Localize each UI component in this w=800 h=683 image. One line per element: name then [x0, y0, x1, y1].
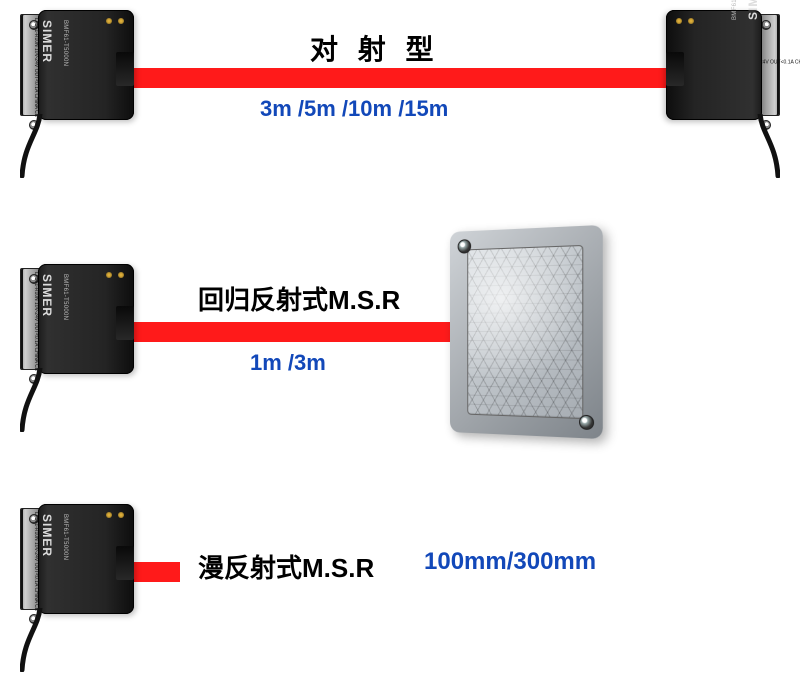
sensor-cable — [20, 114, 64, 178]
sensor-cable — [20, 608, 64, 672]
reflector-screw — [579, 415, 594, 430]
sensor-cable — [20, 368, 64, 432]
sensor-brand: SIMER — [746, 0, 760, 20]
sensor-lens — [116, 306, 134, 340]
title-diffuse: 漫反射式M.S.R — [198, 548, 374, 585]
sensor-lens — [116, 52, 134, 86]
title-retro-reflective: 回归反射式M.S.R — [198, 280, 400, 317]
beam-through — [120, 68, 680, 88]
values-retro-reflective: 1m /3m — [250, 350, 326, 376]
diagram-stage: 对 射 型 3m /5m /10m /15m LF961-R10N 10V-24… — [0, 0, 800, 683]
sensor-through-right: LF961-R10N 10V-24V OUT<0.1A CHINA CE SIM… — [666, 10, 780, 140]
sensor-diffuse-left: LF961-R10N 10V-24V OUT<0.1A CHINA CE SIM… — [20, 504, 134, 634]
sensor-lens — [666, 52, 684, 86]
sensor-model: BMF61-T5000N — [62, 274, 68, 320]
sensor-brand: SIMER — [40, 514, 54, 557]
sensor-model: BMF61-T5000N — [732, 0, 738, 20]
reflector-panel — [450, 225, 603, 439]
values-through-beam: 3m /5m /10m /15m — [260, 96, 448, 122]
sensor-brand: SIMER — [40, 274, 54, 317]
sensor-side-text: LF961-R10N 10V-24V OUT<0.1A CHINA CE — [23, 512, 39, 611]
sensor-through-left: LF961-R10N 10V-24V OUT<0.1A CHINA CE SIM… — [20, 10, 134, 140]
sensor-side-text: LF961-R10N 10V-24V OUT<0.1A CHINA CE — [23, 18, 39, 117]
sensor-retro-left: LF961-R10N 10V-24V OUT<0.1A CHINA CE SIM… — [20, 264, 134, 394]
sensor-brand: SIMER — [40, 20, 54, 63]
reflector-grid — [467, 245, 583, 419]
sensor-cable — [736, 114, 780, 178]
values-diffuse: 100mm/300mm — [424, 548, 596, 576]
sensor-side-text: LF961-R10N 10V-24V OUT<0.1A CHINA CE — [23, 272, 39, 371]
beam-retro — [120, 322, 450, 342]
sensor-model: BMF61-T5000N — [62, 514, 68, 560]
sensor-model: BMF61-T5000N — [62, 20, 68, 66]
title-through-beam: 对 射 型 — [310, 28, 440, 68]
sensor-lens — [116, 546, 134, 580]
